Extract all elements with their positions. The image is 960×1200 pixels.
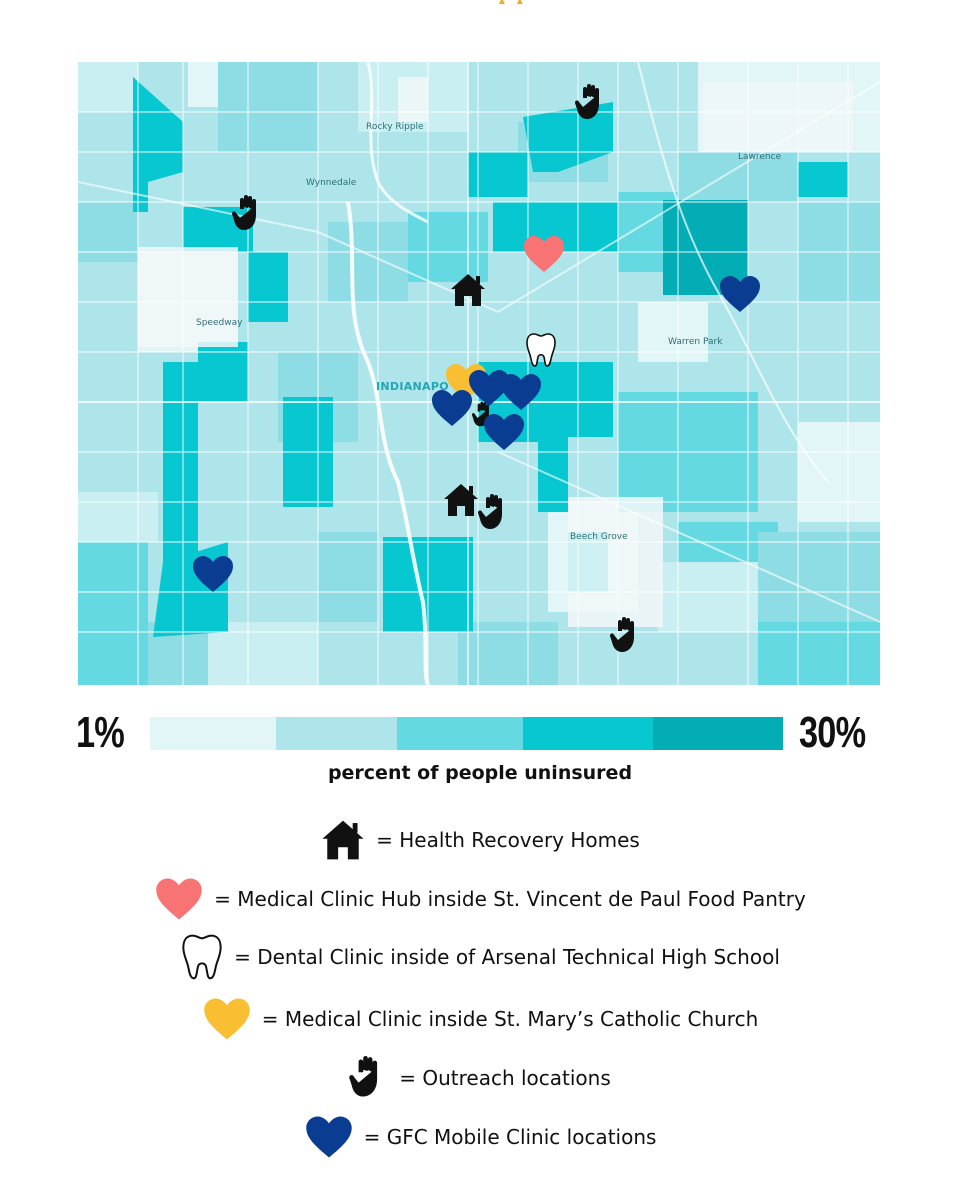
tract xyxy=(408,212,488,282)
tract xyxy=(78,542,148,685)
tract-borders xyxy=(78,62,880,685)
legend-item-st-marys-clinic: = Medical Clinic inside St. Mary’s Catho… xyxy=(0,996,960,1042)
legend-item-mobile-clinic: = GFC Mobile Clinic locations xyxy=(0,1114,960,1160)
tract xyxy=(198,342,248,402)
place-label-rocky-ripple: Rocky Ripple xyxy=(366,122,424,132)
tract xyxy=(758,532,880,622)
heart-icon xyxy=(156,878,202,920)
scale-max-label: 30% xyxy=(799,708,866,757)
legend-text: = Medical Clinic inside St. Mary’s Catho… xyxy=(261,1007,759,1031)
place-label-wynnedale: Wynnedale xyxy=(306,178,357,188)
outreach-hand-icon[interactable] xyxy=(472,401,496,429)
white-river xyxy=(346,201,430,685)
legend-text: = Dental Clinic inside of Arsenal Techni… xyxy=(234,945,780,969)
place-label-warren-park: Warren Park xyxy=(668,337,723,347)
canal xyxy=(366,62,429,224)
tract xyxy=(798,162,848,197)
tract xyxy=(133,77,183,212)
dental-clinic-tooth-icon[interactable] xyxy=(525,332,557,368)
outreach-hand-icon[interactable] xyxy=(232,195,266,233)
legend-text: = GFC Mobile Clinic locations xyxy=(363,1125,657,1149)
tract xyxy=(638,302,708,362)
scale-swatch-1 xyxy=(150,717,276,750)
hand-icon xyxy=(349,1056,378,1097)
tract xyxy=(218,62,318,152)
outreach-hand-icon[interactable] xyxy=(610,617,644,655)
medical-clinic-hub-heart-icon[interactable] xyxy=(522,234,566,274)
tract xyxy=(78,202,138,262)
mobile-clinic-heart-icon[interactable] xyxy=(499,372,543,412)
outreach-hand-icon[interactable] xyxy=(575,84,609,122)
title-fragment: ▲▲ xyxy=(496,0,566,4)
house-icon xyxy=(322,820,364,860)
scale-swatch-2 xyxy=(276,717,397,750)
tract xyxy=(328,222,408,302)
scale-swatch-3 xyxy=(397,717,523,750)
rocky-ripple-area xyxy=(398,77,428,122)
legend-text: = Medical Clinic Hub inside St. Vincent … xyxy=(214,887,806,911)
tract xyxy=(798,422,880,522)
scale-swatch-4 xyxy=(523,717,653,750)
tract xyxy=(318,532,378,622)
tract xyxy=(678,152,798,202)
health-recovery-home-house-icon[interactable] xyxy=(442,482,480,518)
legend-text: = Health Recovery Homes xyxy=(376,828,640,852)
tract xyxy=(248,252,288,322)
uninsured-choropleth-map: Rocky Ripple Wynnedale Lawrence Speedway… xyxy=(78,62,880,685)
beech-grove-area xyxy=(568,497,663,627)
scale-caption: percent of people uninsured xyxy=(327,762,633,784)
place-label-indianapolis: INDIANAPO xyxy=(376,380,449,393)
tract xyxy=(468,152,528,197)
mobile-clinic-heart-icon[interactable] xyxy=(482,412,526,452)
tract xyxy=(78,492,158,542)
tract xyxy=(523,102,613,172)
mobile-clinic-heart-icon[interactable] xyxy=(718,274,762,314)
mobile-clinic-heart-icon[interactable] xyxy=(467,368,511,408)
scale-swatch-5 xyxy=(653,717,783,750)
outreach-hand-icon[interactable] xyxy=(478,494,512,532)
tract xyxy=(163,362,198,562)
heart-icon xyxy=(204,998,250,1040)
heart-icon xyxy=(305,1116,352,1158)
tooth-icon xyxy=(182,934,222,980)
tract xyxy=(78,62,138,112)
tract xyxy=(658,562,758,632)
legend-item-dental-clinic: = Dental Clinic inside of Arsenal Techni… xyxy=(0,933,960,981)
legend-item-outreach: = Outreach locations xyxy=(0,1056,960,1100)
mobile-clinic-heart-icon[interactable] xyxy=(430,388,474,428)
place-label-beech-grove: Beech Grove xyxy=(570,532,628,542)
color-scale-bar xyxy=(150,717,783,750)
speedway-area xyxy=(138,247,238,347)
legend-item-health-recovery-homes: = Health Recovery Homes xyxy=(0,818,960,862)
mobile-clinic-heart-icon[interactable] xyxy=(191,554,235,594)
lawrence-area xyxy=(703,82,853,152)
legend-item-medical-clinic-hub: = Medical Clinic Hub inside St. Vincent … xyxy=(0,876,960,922)
health-recovery-home-house-icon[interactable] xyxy=(449,272,487,308)
place-label-lawrence: Lawrence xyxy=(738,152,782,162)
scale-min-label: 1% xyxy=(76,708,125,757)
legend-text: = Outreach locations xyxy=(399,1066,611,1090)
creek xyxy=(637,62,829,483)
place-label-speedway: Speedway xyxy=(196,318,243,328)
